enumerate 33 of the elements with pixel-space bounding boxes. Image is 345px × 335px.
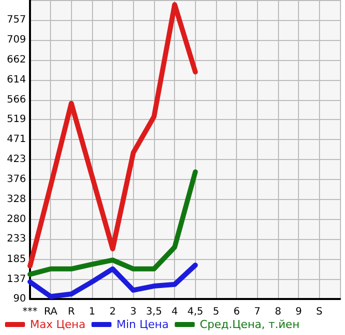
y-tick-label: 614 <box>6 74 26 86</box>
y-tick-label: 137 <box>6 274 26 285</box>
legend-label: Min Цена <box>116 318 169 331</box>
x-tick-label: 9 <box>295 306 302 318</box>
y-tick-label: 662 <box>6 54 26 66</box>
y-tick-label: 328 <box>6 194 26 205</box>
y-tick-label: 233 <box>6 234 26 245</box>
legend-label: Max Цена <box>30 318 86 331</box>
y-tick-label: 90 <box>13 294 26 304</box>
x-tick-label: 6 <box>233 306 240 318</box>
x-tick-label: 3 <box>130 306 137 318</box>
x-tick-label: 2 <box>109 306 116 318</box>
x-tick-label: 3,5 <box>146 306 162 318</box>
y-tick-label: 185 <box>6 254 26 265</box>
y-tick-label: 757 <box>6 14 26 26</box>
x-tick-label: R <box>68 306 75 318</box>
x-tick-label: 7 <box>254 306 261 318</box>
y-tick-label: 519 <box>6 114 26 126</box>
x-tick-label: RA <box>44 306 58 318</box>
y-tick-label: 709 <box>6 34 26 46</box>
x-tick-label: *** <box>22 306 38 318</box>
y-tick-label: 280 <box>6 214 26 226</box>
x-tick-label: 4 <box>171 306 178 318</box>
y-tick-label: 376 <box>6 174 26 185</box>
x-tick-label: 8 <box>274 306 282 318</box>
x-tick-label: 5 <box>212 306 220 318</box>
y-tick-label: 423 <box>6 154 26 166</box>
legend-label: Сред.Цена, т.йен <box>200 318 300 331</box>
x-tick-label: 1 <box>88 306 96 318</box>
x-tick-label: S <box>316 306 323 318</box>
x-tick-label: 4,5 <box>187 306 204 318</box>
y-tick-label: 471 <box>6 134 26 146</box>
y-tick-label: 566 <box>6 94 26 106</box>
